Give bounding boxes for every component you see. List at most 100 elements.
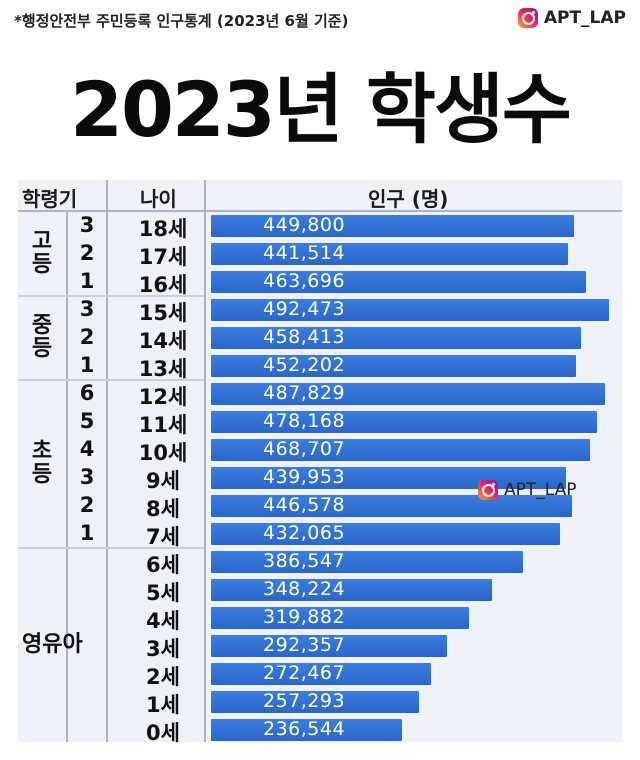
grade-cell: 1 [79, 353, 95, 377]
age-cell: 14세 [138, 329, 188, 353]
population-bar [211, 299, 609, 321]
population-bar [211, 243, 568, 265]
age-cell: 2세 [146, 665, 180, 689]
grade-cell: 4 [79, 437, 95, 461]
table-row: 2 14세 458,413 [18, 324, 622, 353]
table-row: 2세 272,467 [18, 660, 622, 689]
age-cell: 8세 [146, 497, 180, 521]
age-cell: 5세 [146, 581, 180, 605]
population-table: 학령기 나이 인구 (명) 3 18세 449,800 2 17세 441,514 1 16세… [18, 180, 622, 745]
grade-cell: 3 [79, 465, 95, 489]
age-cell: 1세 [146, 693, 180, 717]
table-row: 3 18세 449,800 [18, 212, 622, 241]
population-bar [211, 215, 574, 237]
population-value-label: 487,829 [263, 382, 346, 404]
age-cell: 3세 [146, 637, 180, 661]
population-bar [211, 691, 419, 713]
population-value-label: 458,413 [263, 326, 346, 348]
population-bar [211, 523, 560, 545]
population-bar [211, 439, 590, 461]
table-row: 2 8세 446,578 [18, 492, 622, 521]
table-row: 5세 348,224 [18, 576, 622, 605]
table-row: 1 7세 432,065 [18, 520, 622, 549]
table-row: 4 10세 468,707 [18, 436, 622, 465]
age-cell: 4세 [146, 609, 180, 633]
grade-cell: 2 [79, 241, 95, 265]
population-value-label: 386,547 [263, 550, 346, 572]
group-separator [18, 295, 204, 297]
table-row: 2 17세 441,514 [18, 240, 622, 269]
age-cell: 15세 [138, 301, 188, 325]
population-value-label: 439,953 [263, 466, 346, 488]
population-value-label: 257,293 [263, 690, 346, 712]
group-separator [18, 547, 204, 549]
age-cell: 18세 [138, 217, 188, 241]
group-label: 초 등 [31, 439, 53, 488]
header-age: 나이 [140, 187, 177, 211]
population-bar [211, 271, 586, 293]
population-bar [211, 607, 469, 629]
population-value-label: 441,514 [263, 242, 346, 264]
age-cell: 7세 [146, 525, 180, 549]
population-bar [211, 467, 566, 489]
population-bar [211, 327, 581, 349]
brand-watermark-label: APT_LAP [504, 480, 577, 500]
instagram-icon [517, 8, 538, 28]
population-value-label: 292,357 [263, 634, 346, 656]
age-cell: 16세 [138, 273, 188, 297]
divider-age [204, 180, 206, 742]
grade-cell: 2 [79, 493, 95, 517]
table-row: 6 12세 487,829 [18, 380, 622, 409]
brand-handle-label: APT_LAP [543, 8, 626, 28]
population-bar [211, 495, 572, 517]
divider-grade [106, 180, 108, 742]
age-cell: 6세 [146, 553, 180, 577]
instagram-icon [478, 480, 498, 500]
table-row: 1 16세 463,696 [18, 268, 622, 297]
population-value-label: 449,800 [263, 214, 346, 236]
grade-cell: 5 [79, 409, 95, 433]
age-cell: 11세 [138, 413, 188, 437]
population-bar [211, 719, 402, 741]
population-bar [211, 355, 576, 377]
table-header: 학령기 나이 인구 (명) [18, 180, 622, 212]
divider-group [66, 210, 68, 742]
table-row: 3 15세 492,473 [18, 296, 622, 325]
brand-handle-watermark: APT_LAP [478, 480, 577, 500]
population-bar [211, 663, 431, 685]
age-cell: 0세 [146, 721, 180, 745]
group-label: 고 등 [31, 229, 53, 278]
table-row: 1 13세 452,202 [18, 352, 622, 381]
header-grade: 학령기 [22, 187, 78, 211]
age-cell: 9세 [146, 469, 180, 493]
page-title: 2023년 학생수 [70, 65, 572, 154]
group-label: 영유아 [22, 632, 83, 657]
table-row: 1세 257,293 [18, 688, 622, 717]
grade-cell: 6 [79, 381, 95, 405]
group-label: 중 등 [31, 313, 53, 362]
population-value-label: 432,065 [263, 522, 346, 544]
population-value-label: 272,467 [263, 662, 346, 684]
population-value-label: 492,473 [263, 298, 346, 320]
brand-handle-top[interactable]: APT_LAP [517, 8, 626, 28]
population-value-label: 348,224 [263, 578, 346, 600]
source-note: *행정안전부 주민등록 인구통계 (2023년 6월 기준) [14, 12, 349, 30]
age-cell: 12세 [138, 385, 188, 409]
population-bar [211, 383, 605, 405]
population-bar [211, 635, 447, 657]
table-row: 6세 386,547 [18, 548, 622, 577]
grade-cell: 3 [79, 213, 95, 237]
population-bar [211, 579, 492, 601]
table-row: 0세 236,544 [18, 716, 622, 745]
table-row: 3세 292,357 [18, 632, 622, 661]
population-value-label: 468,707 [263, 438, 346, 460]
grade-cell: 1 [79, 521, 95, 545]
table-row: 5 11세 478,168 [18, 408, 622, 437]
age-cell: 10세 [138, 441, 188, 465]
population-value-label: 452,202 [263, 354, 346, 376]
table-row: 4세 319,882 [18, 604, 622, 633]
age-cell: 17세 [138, 245, 188, 269]
population-bar [211, 551, 523, 573]
age-cell: 13세 [138, 357, 188, 381]
table-row: 3 9세 439,953 [18, 464, 622, 493]
